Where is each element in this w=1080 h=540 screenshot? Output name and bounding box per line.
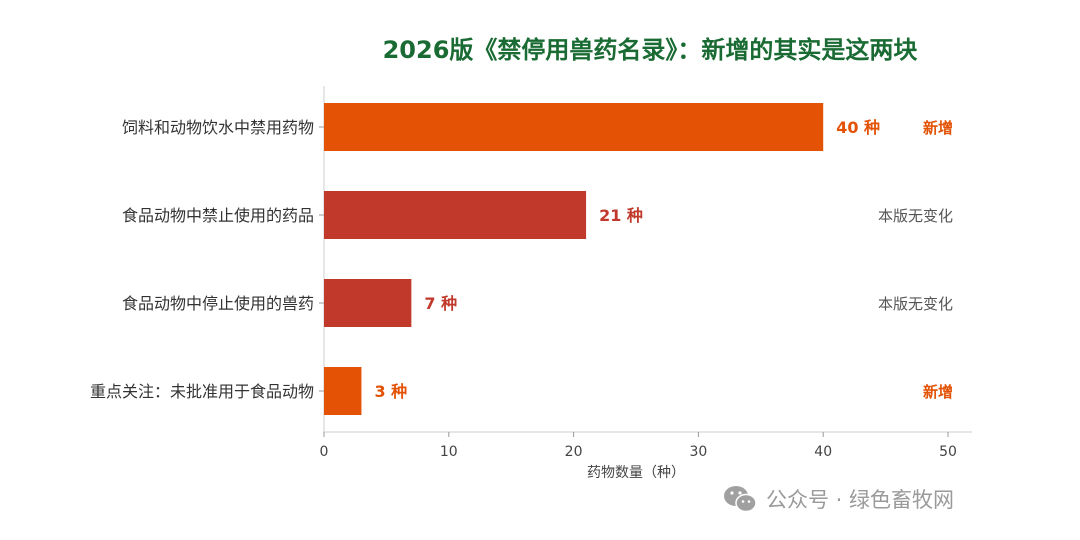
bar bbox=[324, 279, 412, 327]
category-label: 食品动物中停止使用的兽药 bbox=[122, 294, 314, 313]
watermark: 公众号 · 绿色畜牧网 bbox=[722, 482, 954, 516]
bar bbox=[324, 191, 587, 239]
category-label: 重点关注：未批准用于食品动物 bbox=[90, 382, 314, 401]
wechat-icon bbox=[724, 486, 757, 513]
status-label: 新增 bbox=[923, 383, 953, 401]
status-label: 本版无变化 bbox=[878, 295, 953, 313]
bar bbox=[324, 367, 362, 415]
x-tick-label: 10 bbox=[440, 444, 458, 460]
value-label: 3 种 bbox=[374, 382, 407, 401]
x-axis-title: 药物数量（种） bbox=[587, 465, 685, 481]
status-label: 本版无变化 bbox=[878, 207, 953, 225]
chart-title: 2026版《禁停用兽药名录》：新增的其实是这两块 bbox=[382, 36, 918, 64]
value-label: 21 种 bbox=[599, 206, 643, 225]
x-tick-label: 30 bbox=[689, 444, 707, 460]
x-tick-label: 50 bbox=[939, 444, 957, 460]
x-tick-label: 0 bbox=[320, 444, 329, 460]
value-label: 40 种 bbox=[836, 118, 880, 137]
category-label: 食品动物中禁止使用的药品 bbox=[122, 206, 314, 225]
x-tick-label: 40 bbox=[814, 444, 832, 460]
x-tick-label: 20 bbox=[565, 444, 583, 460]
bar bbox=[324, 103, 824, 151]
value-label: 7 种 bbox=[424, 294, 457, 313]
category-label: 饲料和动物饮水中禁用药物 bbox=[122, 118, 314, 137]
status-label: 新增 bbox=[923, 119, 953, 137]
watermark-text: 公众号 · 绿色畜牧网 bbox=[766, 488, 955, 512]
